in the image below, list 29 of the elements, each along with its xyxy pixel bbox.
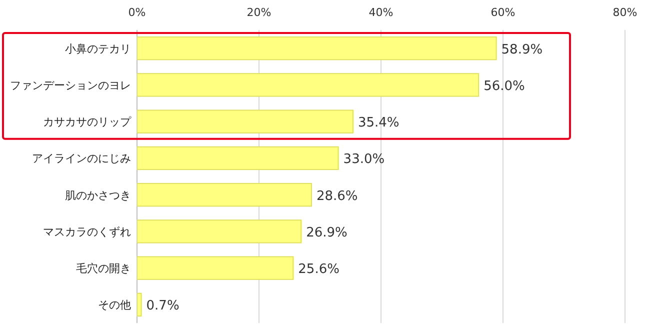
data-label: 58.9% [501,42,543,58]
y-tick-label: 肌のかさつき [65,188,131,202]
x-tick-label: 40% [368,6,394,19]
bar [136,256,294,280]
data-label: 26.9% [306,225,348,240]
bar [136,292,142,317]
data-label: 0.7% [146,298,180,314]
data-label: 25.6% [298,262,340,278]
x-tick-label: 80% [612,6,638,19]
bar [136,110,354,134]
data-label: 35.4% [358,116,400,131]
y-tick-label: マスカラのくずれ [43,225,131,238]
bar [136,73,480,97]
y-tick-label: アイラインのにじみ [32,152,131,166]
y-tick-label: その他 [98,298,131,312]
x-tick-label: 0% [128,6,146,19]
x-tick-label: 20% [246,6,272,19]
data-label: 28.6% [316,188,358,204]
y-tick-label: 小鼻のテカリ [65,42,131,56]
bar [136,220,302,244]
data-label: 33.0% [343,152,385,168]
y-tick-label: ファンデーションのヨレ [10,78,131,92]
y-tick-label: 毛穴の開き [76,262,131,276]
y-tick-label: カサカサのリップ [43,116,132,129]
data-label: 56.0% [484,78,525,94]
bar [136,146,339,170]
bar [136,36,497,60]
x-tick-label: 60% [490,6,516,19]
bar [136,182,312,207]
